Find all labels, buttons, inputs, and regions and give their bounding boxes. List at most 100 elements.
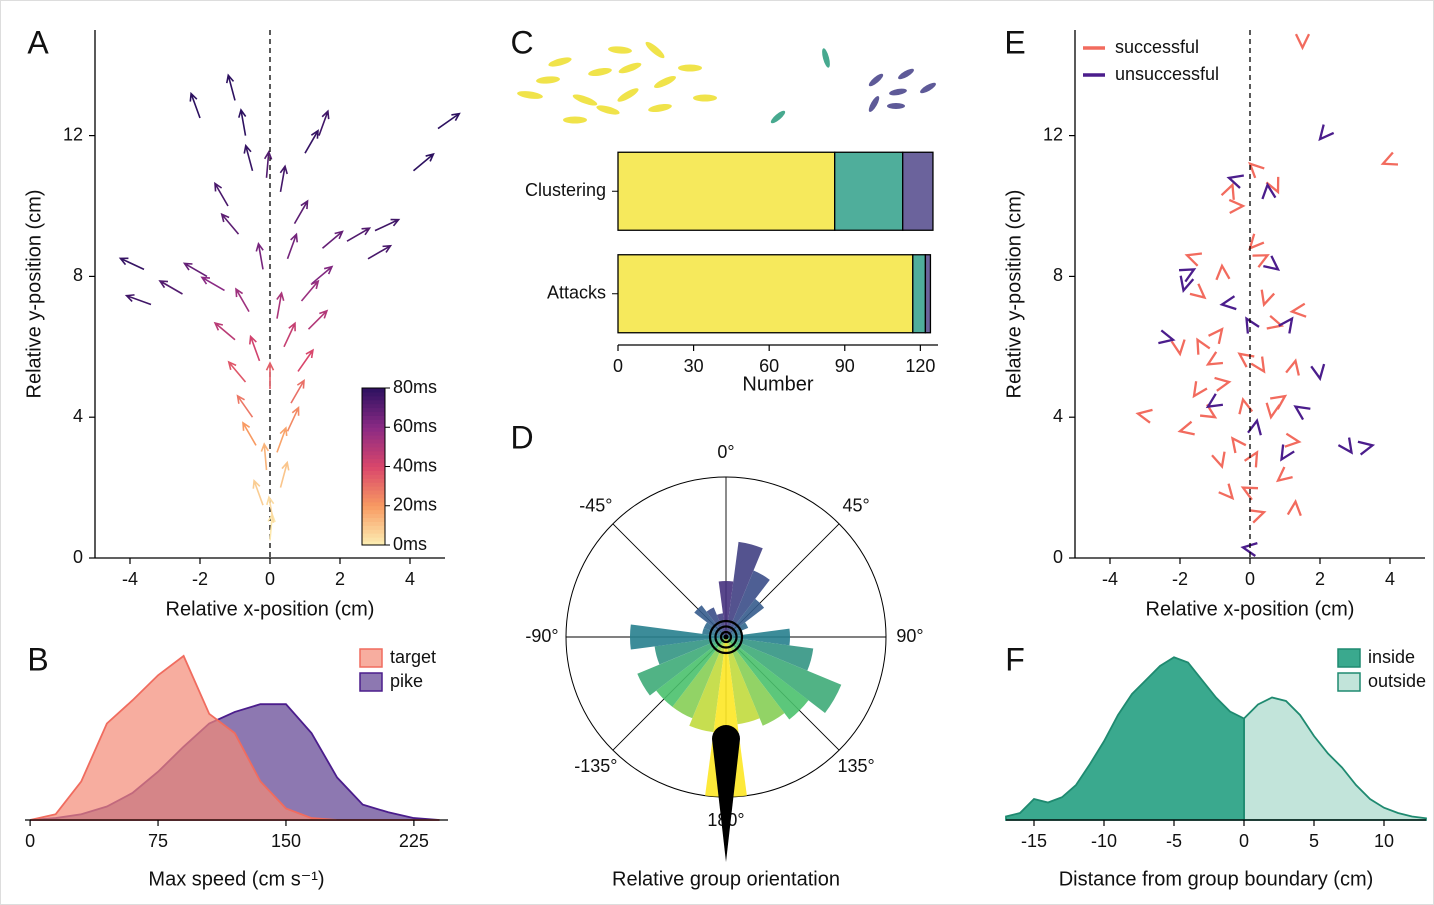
colorbar-segment — [362, 423, 385, 428]
chevron-marker — [1184, 252, 1203, 267]
x-tick-label: 0 — [613, 356, 623, 376]
polar-bar — [637, 637, 726, 696]
panel-label: A — [27, 24, 49, 60]
bar-segment — [617, 254, 914, 334]
colorbar-segment — [362, 509, 385, 515]
colorbar-segment — [362, 439, 385, 444]
legend-label: target — [390, 647, 436, 667]
colorbar-segment — [362, 501, 385, 507]
x-tick-label: -15 — [1021, 831, 1047, 851]
legend-swatch — [1337, 648, 1361, 668]
legend-swatch — [1337, 672, 1361, 692]
polar-bar — [656, 637, 726, 707]
chevron-marker — [1211, 451, 1226, 470]
chevron-marker — [1293, 405, 1311, 421]
chevron-marker — [1318, 124, 1335, 142]
colorbar-segment — [362, 497, 385, 503]
chevron-marker — [1243, 450, 1259, 468]
arrow — [311, 265, 334, 285]
colorbar-segment — [362, 427, 385, 432]
arrow — [279, 460, 290, 488]
angle-label: -135° — [574, 756, 617, 776]
y-axis-label: Relative y-position (cm) — [23, 190, 45, 399]
colorbar-segment — [362, 537, 385, 542]
x-axis-label: Max speed (cm s⁻¹) — [148, 868, 324, 890]
chevron-marker — [1205, 351, 1224, 366]
arrow — [283, 321, 296, 348]
angle-label: 45° — [842, 496, 869, 516]
x-axis-label: Distance from group boundary (cm) — [1059, 868, 1374, 890]
chevron-marker — [1280, 444, 1295, 462]
chevron-marker — [1179, 275, 1195, 294]
polar-bar — [726, 637, 760, 725]
chevron-marker — [1135, 408, 1153, 424]
y-tick-label: 8 — [1053, 265, 1063, 285]
chevron-marker — [1219, 295, 1237, 311]
arrow — [279, 164, 288, 193]
x-tick-label: -2 — [192, 569, 208, 589]
arrow — [213, 321, 236, 341]
angle-label: 0° — [717, 442, 734, 462]
arrow — [227, 360, 247, 383]
colorbar-segment — [362, 419, 385, 424]
x-tick-label: 0 — [25, 831, 35, 851]
chevron-marker — [1245, 316, 1260, 334]
chevron-marker — [1265, 402, 1281, 420]
colorbar-segment — [362, 482, 385, 487]
arrow — [242, 421, 257, 446]
arrow — [367, 244, 393, 260]
polar-bar — [726, 628, 790, 646]
bar-segment — [834, 151, 904, 231]
colorbar-segment — [362, 513, 385, 519]
colorbar-label: 0ms — [393, 534, 427, 554]
legend-label: successful — [1115, 37, 1199, 57]
panel-label: E — [1004, 24, 1025, 60]
colorbar-label: 80ms — [393, 377, 437, 397]
arrow — [276, 426, 288, 453]
arrow — [293, 199, 309, 224]
chevron-marker — [1265, 176, 1280, 195]
y-tick-label: 0 — [1053, 547, 1063, 567]
chevron-marker — [1247, 418, 1262, 436]
chevron-marker — [1357, 440, 1376, 456]
colorbar-segment — [362, 450, 385, 456]
centre-ring — [719, 630, 733, 644]
legend-label: pike — [390, 671, 423, 691]
arrow — [124, 294, 152, 306]
x-axis-label: Relative x-position (cm) — [1146, 598, 1355, 620]
x-tick-label: 150 — [271, 831, 301, 851]
polar-bar — [726, 598, 765, 637]
x-tick-label: 5 — [1309, 831, 1319, 851]
colorbar-segment — [362, 525, 385, 530]
colorbar-label: 60ms — [393, 416, 437, 436]
polar-bar — [718, 581, 734, 637]
colorbar-segment — [362, 388, 385, 393]
chevron-marker — [1278, 316, 1294, 334]
x-tick-label: 2 — [335, 569, 345, 589]
colorbar-segment — [362, 458, 385, 464]
category-label: Clustering — [525, 180, 606, 200]
y-tick-label: 4 — [73, 406, 83, 426]
polar-bar — [689, 637, 726, 733]
polar-bar — [726, 637, 809, 720]
polar-bar — [654, 637, 726, 665]
colorbar-segment — [362, 442, 385, 448]
chevron-marker — [1337, 437, 1354, 455]
direction-arrow — [712, 725, 740, 862]
legend-label: inside — [1368, 647, 1415, 667]
polar-bar — [726, 637, 814, 671]
chevron-marker — [1238, 397, 1254, 415]
x-axis-label: Number — [742, 373, 813, 395]
chevron-marker — [1230, 436, 1247, 454]
panel-label: B — [27, 641, 48, 677]
y-tick-label: 12 — [1043, 124, 1063, 144]
arrow — [321, 230, 344, 249]
chevron-marker — [1285, 358, 1300, 376]
chevron-marker — [1170, 339, 1186, 357]
legend-label: outside — [1368, 671, 1426, 691]
category-label: Attacks — [547, 283, 606, 303]
x-tick-label: 90 — [835, 356, 855, 376]
panel-label: F — [1005, 641, 1025, 677]
legend-label: unsuccessful — [1115, 64, 1219, 84]
y-tick-label: 12 — [63, 124, 83, 144]
